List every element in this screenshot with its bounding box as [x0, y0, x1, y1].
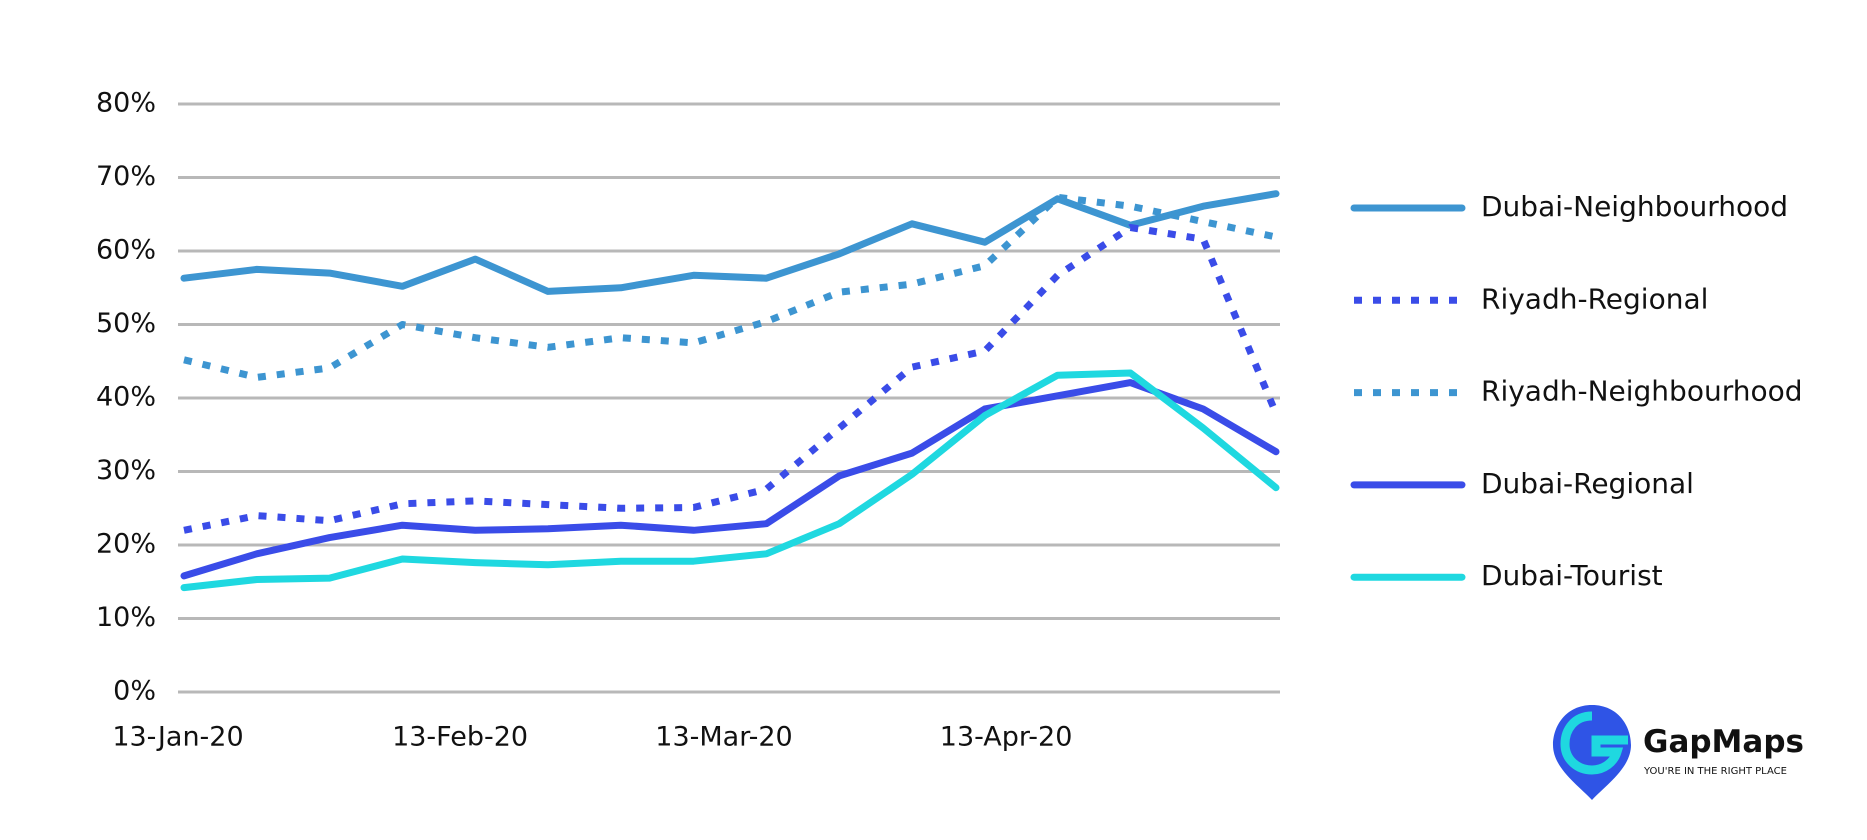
- logo-g: [1560, 711, 1628, 775]
- y-tick-label: 80%: [96, 88, 156, 119]
- logo: GapMaps YOU'RE IN THE RIGHT PLACE: [1553, 705, 1804, 800]
- legend-label: Dubai-Regional: [1481, 467, 1694, 500]
- y-tick-label: 30%: [96, 455, 156, 486]
- logo-tagline: YOU'RE IN THE RIGHT PLACE: [1643, 766, 1787, 777]
- legend-label: Riyadh-Neighbourhood: [1481, 375, 1803, 408]
- series-line: [180, 379, 1280, 580]
- series-line: [183, 193, 1277, 381]
- legend-label: Dubai-Neighbourhood: [1481, 190, 1788, 223]
- x-tick-label: 13-Feb-20: [392, 722, 528, 753]
- series-line: [180, 190, 1280, 295]
- y-tick-label: 0%: [113, 676, 156, 707]
- x-tick-label: 13-Apr-20: [940, 722, 1073, 753]
- x-tick-label: 13-Mar-20: [655, 722, 792, 753]
- y-tick-label: 40%: [96, 382, 156, 413]
- y-tick-label: 20%: [96, 529, 156, 560]
- y-tick-label: 70%: [96, 161, 156, 192]
- logo-name: GapMaps: [1643, 724, 1804, 760]
- x-tick-label: 13-Jan-20: [112, 722, 243, 753]
- series-line: [180, 369, 1280, 592]
- y-tick-label: 60%: [96, 235, 156, 266]
- y-tick-label: 50%: [96, 308, 156, 339]
- y-tick-label: 10%: [96, 602, 156, 633]
- legend-label: Dubai-Tourist: [1481, 559, 1663, 592]
- legend-label: Riyadh-Regional: [1481, 282, 1708, 315]
